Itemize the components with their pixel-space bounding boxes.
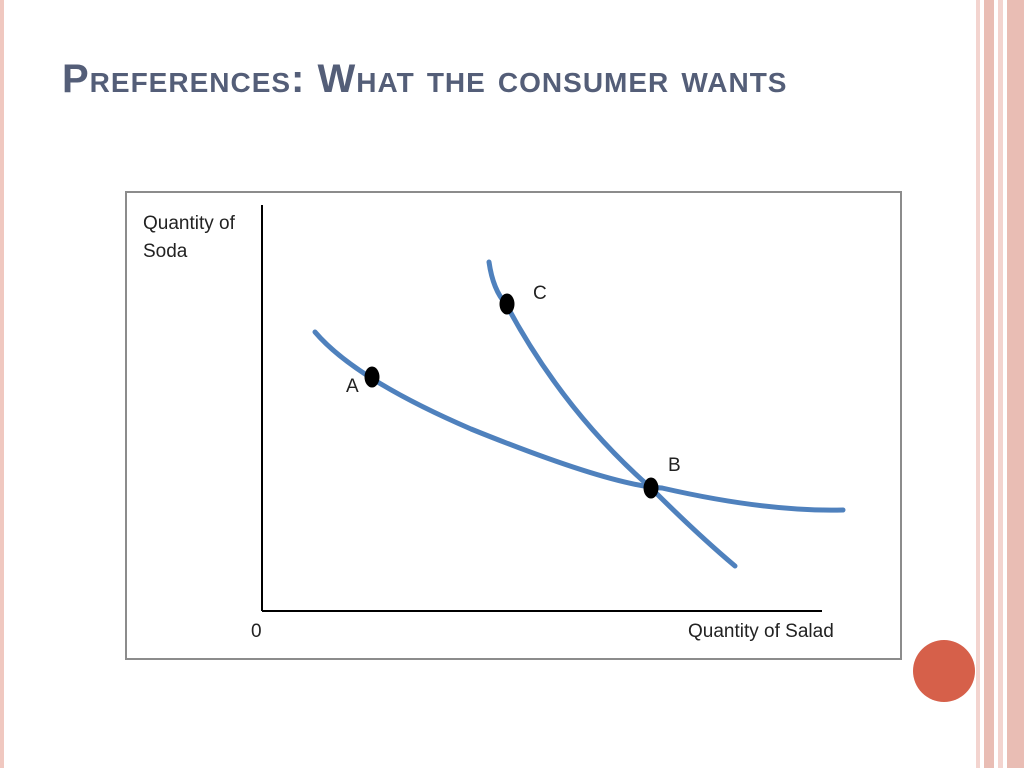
indifference-curve-diagram: Quantity of Soda 0 Quantity of Salad A C… [125,191,902,660]
steeper-indifference-curve [486,259,738,569]
y-axis-label-line1: Quantity of [143,213,236,234]
x-axis-label: Quantity of Salad [688,621,834,642]
left-decorative-stripe [0,0,4,768]
point-c-label: C [533,283,547,304]
y-axis-label-line2: Soda [143,241,188,262]
point-c-marker [499,293,515,315]
point-b-marker [643,477,659,499]
decorative-orange-circle [913,640,975,702]
origin-label: 0 [251,621,262,642]
point-a-marker [364,366,380,388]
right-decorative-stripes [976,0,1024,768]
point-a-label: A [346,376,359,397]
diagram-canvas: Quantity of Soda 0 Quantity of Salad A C… [143,205,846,642]
flatter-indifference-curve [312,329,846,513]
point-b-label: B [668,455,681,476]
slide-title: Preferences: What the consumer wants [62,57,788,101]
